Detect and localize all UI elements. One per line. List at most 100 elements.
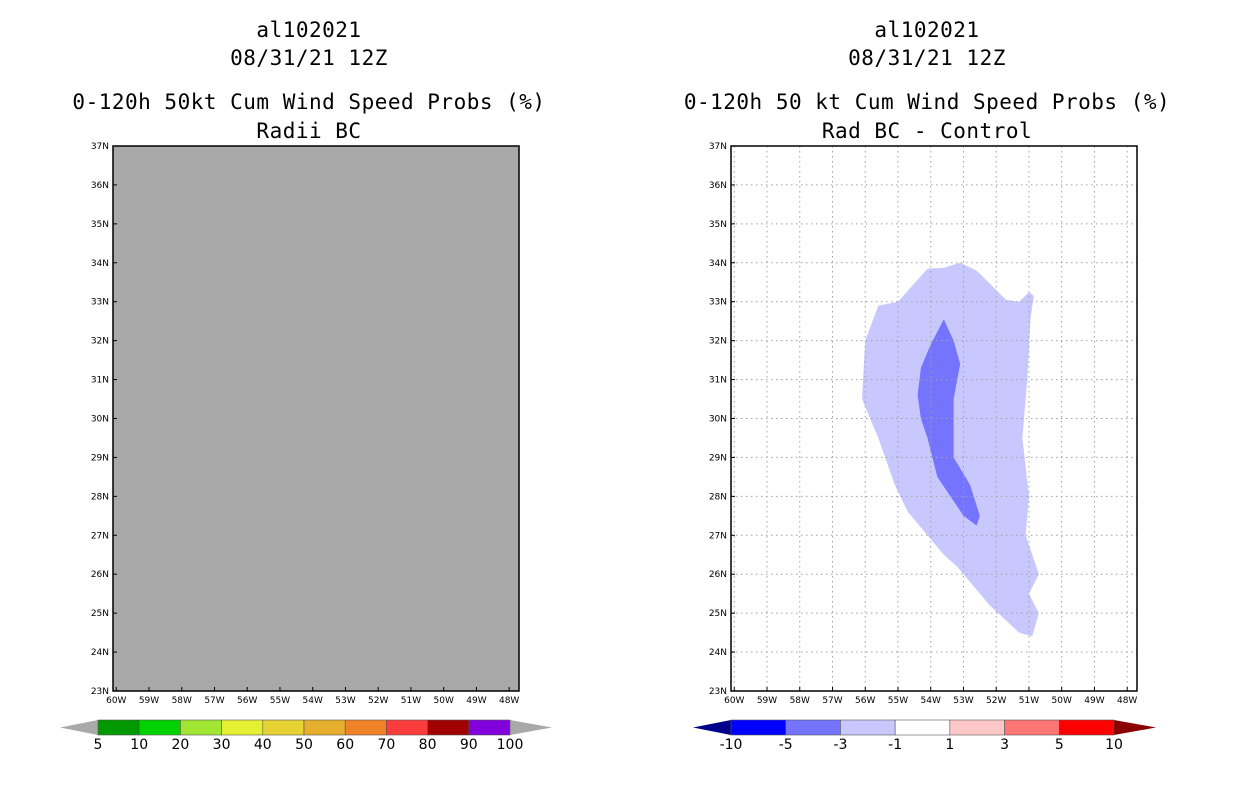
colorbar-swatch: [840, 719, 896, 736]
colorbar-swatch: [344, 719, 387, 736]
colorbar-label: 100: [497, 737, 524, 753]
colorbar-swatch: [97, 719, 140, 736]
colorbar-label: 80: [419, 737, 437, 753]
colorbar-swatch: [468, 719, 511, 736]
colorbar-swatch: [949, 719, 1005, 736]
colorbar-low-extend: [693, 720, 731, 735]
colorbar-label: 10: [1105, 737, 1123, 753]
colorbar-label: -10: [720, 737, 743, 753]
x-tick-label: 55W: [888, 696, 908, 706]
y-tick-label: 37N: [91, 142, 109, 152]
chart-subtitle: Rad BC - Control: [821, 119, 1033, 143]
colorbar-high-extend: [510, 720, 552, 735]
chart-subtitle: Radii BC: [256, 119, 362, 143]
x-tick-label: 59W: [139, 696, 159, 706]
y-tick-label: 24N: [709, 648, 727, 658]
y-tick-label: 35N: [91, 220, 109, 230]
y-tick-label: 23N: [91, 687, 109, 697]
colorbar-label: 40: [254, 737, 272, 753]
y-tick-label: 34N: [709, 259, 727, 269]
datetime: 08/31/21 12Z: [848, 46, 1006, 70]
y-tick-label: 23N: [709, 687, 727, 697]
colorbar-label: 1: [945, 737, 954, 753]
x-tick-label: 60W: [106, 696, 126, 706]
colorbar-label: -5: [779, 737, 793, 753]
y-tick-label: 31N: [91, 376, 109, 386]
y-tick-label: 36N: [709, 181, 727, 191]
x-tick-label: 51W: [401, 696, 421, 706]
left-panel: al102021 08/31/21 12Z 0-120h 50kt Cum Wi…: [60, 18, 552, 753]
y-tick-label: 34N: [91, 259, 109, 269]
y-tick-label: 31N: [709, 376, 727, 386]
chart-left: 60W 59W 58W 57W 56W 55W 54W 53W 52W 51W 50W 49W 48W 2…: [60, 142, 552, 753]
x-tick-label: 59W: [757, 696, 777, 706]
x-tick-label: 55W: [270, 696, 290, 706]
colorbar-swatch: [138, 719, 181, 736]
colorbar-label: 5: [94, 737, 103, 753]
chart-right: 60W 59W 58W 57W 56W 55W 54W 53W 52W 51W 50W 49W 48W 2…: [693, 142, 1156, 753]
colorbar-label: 3: [1000, 737, 1009, 753]
y-tick-label: 29N: [709, 453, 727, 463]
colorbar-label: 5: [1055, 737, 1064, 753]
colorbar-swatch: [427, 719, 470, 736]
y-tick-label: 29N: [91, 453, 109, 463]
x-tick-label: 58W: [790, 696, 810, 706]
colorbar-swatch: [1058, 719, 1115, 736]
y-tick-label: 30N: [709, 415, 727, 425]
x-tick-label: 56W: [237, 696, 257, 706]
colorbar-swatch: [894, 719, 951, 736]
colorbar-swatch: [785, 719, 841, 736]
colorbar-swatch: [730, 719, 787, 736]
colorbar-label: 30: [213, 737, 231, 753]
y-tick-label: 28N: [709, 492, 727, 502]
x-tick-label: 53W: [953, 696, 973, 706]
colorbar-high-extend: [1114, 720, 1156, 735]
y-tick-label: 35N: [709, 220, 727, 230]
y-tick-label: 32N: [91, 337, 109, 347]
colorbar-label: -1: [888, 737, 902, 753]
x-tick-label: 52W: [986, 696, 1006, 706]
x-tick-label: 49W: [1084, 696, 1104, 706]
colorbar-label: 20: [171, 737, 189, 753]
y-tick-label: 25N: [709, 609, 727, 619]
y-tick-label: 33N: [709, 298, 727, 308]
colorbar-label: 90: [460, 737, 478, 753]
colorbar-low-extend: [60, 720, 98, 735]
x-tick-label: 50W: [434, 696, 454, 706]
right-panel: al102021 08/31/21 12Z 0-120h 50 kt Cum W…: [618, 0, 1236, 800]
colorbar-swatch: [262, 719, 305, 736]
y-tick-label: 28N: [91, 492, 109, 502]
x-tick-label: 58W: [172, 696, 192, 706]
x-tick-label: 48W: [1117, 696, 1137, 706]
y-tick-label: 26N: [709, 570, 727, 580]
chart-title: 0-120h 50kt Cum Wind Speed Probs (%): [72, 90, 546, 114]
datetime: 08/31/21 12Z: [230, 46, 388, 70]
colorbar-label: -3: [833, 737, 847, 753]
colorbar-swatch: [221, 719, 264, 736]
y-tick-label: 36N: [91, 181, 109, 191]
colorbar-label: 60: [336, 737, 354, 753]
y-tick-label: 27N: [709, 531, 727, 541]
chart-title: 0-120h 50 kt Cum Wind Speed Probs (%): [683, 90, 1171, 114]
y-tick-label: 32N: [709, 337, 727, 347]
y-tick-label: 26N: [91, 570, 109, 580]
contour-region-2: [917, 319, 980, 526]
x-tick-label: 54W: [303, 696, 323, 706]
x-tick-label: 53W: [335, 696, 355, 706]
x-tick-label: 57W: [822, 696, 842, 706]
x-tick-label: 49W: [466, 696, 486, 706]
colorbar-swatch: [180, 719, 222, 736]
colorbar-label: 50: [295, 737, 313, 753]
y-tick-label: 30N: [91, 415, 109, 425]
x-tick-label: 54W: [921, 696, 941, 706]
storm-id: al102021: [256, 18, 362, 42]
x-tick-label: 48W: [499, 696, 519, 706]
colorbar-swatch: [386, 719, 428, 736]
colorbar-label: 70: [377, 737, 395, 753]
x-tick-label: 52W: [368, 696, 388, 706]
x-tick-label: 60W: [724, 696, 744, 706]
colorbar-swatch: [1004, 719, 1060, 736]
y-tick-label: 37N: [709, 142, 727, 152]
y-tick-label: 24N: [91, 648, 109, 658]
colorbar-swatch: [303, 719, 346, 736]
